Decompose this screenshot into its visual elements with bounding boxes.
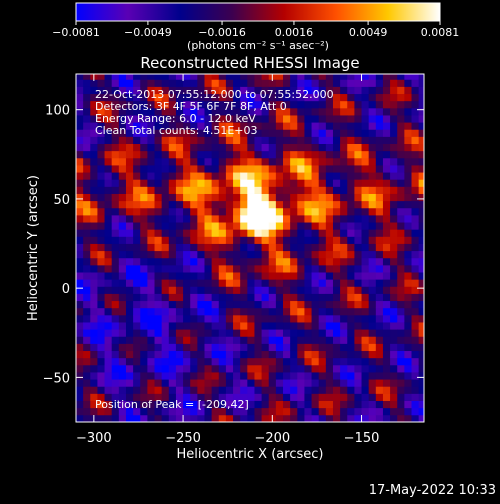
chart-title: Reconstructed RHESSI Image bbox=[140, 54, 359, 72]
info-line: 22-Oct-2013 07:55:12.000 to 07:55:52.000 bbox=[95, 88, 334, 101]
x-axis-ticks: −300 −250 −200 −150 bbox=[76, 74, 379, 446]
y-axis-ticks: −50 0 50 100 bbox=[43, 104, 424, 386]
colorbar-tick-label: 0.0049 bbox=[349, 26, 388, 39]
heatmap-image bbox=[76, 74, 424, 422]
y-tick-label: 0 bbox=[62, 282, 70, 297]
colorbar-ticks: −0.0081 −0.0049 −0.0016 0.0016 0.0049 0.0081 bbox=[52, 21, 459, 39]
colorbar-unit-label: (photons cm⁻² s⁻¹ asec⁻²) bbox=[187, 39, 329, 52]
y-tick-label: 100 bbox=[45, 104, 70, 119]
y-tick-label: 50 bbox=[53, 193, 70, 208]
colorbar-tick-label: 0.0016 bbox=[275, 26, 314, 39]
info-line: Detectors: 3F 4F 5F 6F 7F 8F, Att 0 bbox=[95, 100, 287, 113]
colorbar-tick-label: −0.0049 bbox=[124, 26, 172, 39]
info-line: Clean Total counts: 4.51E+03 bbox=[95, 124, 258, 137]
x-tick-label: −200 bbox=[254, 431, 290, 446]
info-line: Energy Range: 6.0 - 12.0 keV bbox=[95, 112, 256, 125]
colorbar-tick-label: 0.0081 bbox=[421, 26, 460, 39]
timestamp-footer: 17-May-2022 10:33 bbox=[369, 483, 496, 498]
x-tick-label: −250 bbox=[165, 431, 201, 446]
colorbar-tick-label: −0.0016 bbox=[198, 26, 246, 39]
y-axis-label: Heliocentric Y (arcsec) bbox=[26, 175, 41, 321]
observation-info: 22-Oct-2013 07:55:12.000 to 07:55:52.000… bbox=[95, 88, 334, 137]
x-tick-label: −300 bbox=[76, 431, 112, 446]
colorbar bbox=[75, 2, 441, 22]
peak-position-label: Position of Peak = [-209,42] bbox=[95, 398, 249, 411]
y-tick-label: −50 bbox=[43, 371, 70, 386]
x-axis-label: Heliocentric X (arcsec) bbox=[177, 447, 324, 462]
x-tick-label: −150 bbox=[344, 431, 380, 446]
colorbar-tick-label: −0.0081 bbox=[52, 26, 100, 39]
plot-frame bbox=[75, 73, 425, 423]
